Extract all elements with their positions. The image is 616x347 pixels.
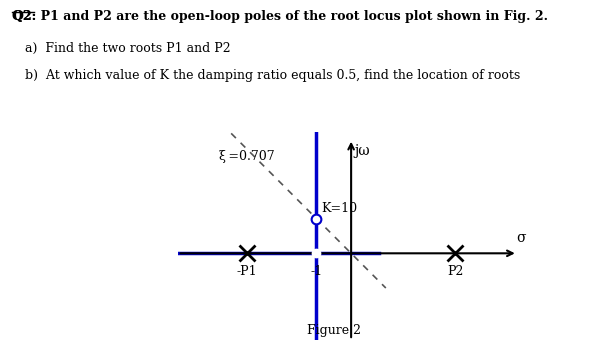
Text: b)  At which value of K the damping ratio equals 0.5, find the location of roots: b) At which value of K the damping ratio… bbox=[25, 69, 520, 82]
Text: -P1: -P1 bbox=[237, 265, 257, 278]
Text: a)  Find the two roots P1 and P2: a) Find the two roots P1 and P2 bbox=[25, 42, 230, 54]
Text: Q2:: Q2: bbox=[12, 10, 36, 23]
Text: K=10: K=10 bbox=[322, 202, 358, 215]
Text: P2: P2 bbox=[447, 265, 463, 278]
Text: σ: σ bbox=[516, 231, 525, 245]
Text: Figure 2: Figure 2 bbox=[307, 324, 361, 337]
Text: Q2: P1 and P2 are the open-loop poles of the root locus plot shown in Fig. 2.: Q2: P1 and P2 are the open-loop poles of… bbox=[12, 10, 548, 23]
Text: -1: -1 bbox=[310, 265, 323, 278]
Text: ξ =0.707: ξ =0.707 bbox=[219, 150, 275, 163]
Text: jω: jω bbox=[354, 144, 370, 158]
